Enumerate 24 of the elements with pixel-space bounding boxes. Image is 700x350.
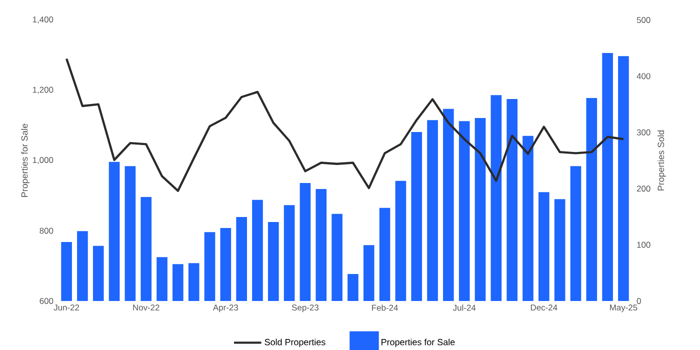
y2-tick-label: 100 [637, 242, 650, 248]
y2-tick-label: 0 [636, 298, 641, 304]
x-tick-label: May-25 [610, 304, 638, 312]
y2-tick-label: 500 [636, 17, 650, 23]
y2-axis-title: Properties Sold [658, 130, 666, 190]
x-tick-label: Jul-24 [452, 304, 476, 311]
line-series [65, 58, 625, 192]
x-tick-label: Jun-22 [54, 304, 80, 311]
x-tick-label: Feb-24 [372, 304, 398, 311]
legend-label: Properties for Sale [382, 338, 455, 348]
y2-tick-label: 200 [636, 186, 650, 192]
y-tick-label: 600 [40, 298, 54, 304]
y2-tick-label: 300 [636, 129, 650, 136]
x-tick-label: Apr-23 [212, 304, 238, 312]
y-tick-label: 1,000 [32, 157, 54, 164]
x-tick-label: Sep-23 [292, 304, 319, 312]
legend-label: Sold Properties [264, 338, 326, 348]
x-tick-label: Dec-24 [530, 304, 558, 311]
y-axis-title: Properties for Sale [21, 124, 30, 197]
y-tick-label: 800 [40, 228, 54, 234]
y-tick-label: 1,200 [32, 86, 54, 94]
y2-tick-label: 400 [636, 73, 650, 80]
y-tick-label: 1,400 [32, 16, 54, 24]
x-tick-label: Nov-22 [133, 304, 160, 311]
